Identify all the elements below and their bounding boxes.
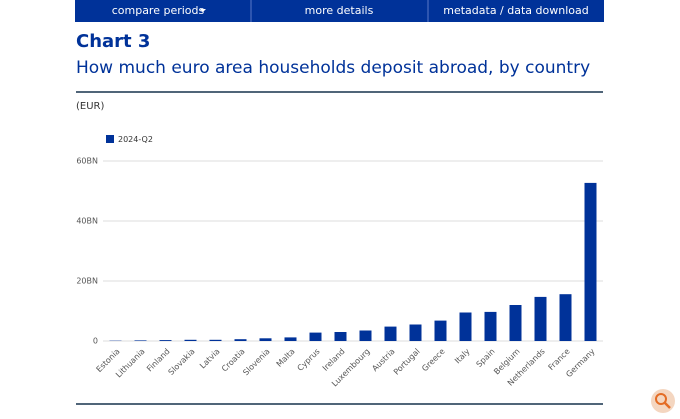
nav-tab[interactable]: metadata / data download bbox=[443, 4, 588, 17]
zoom-handle bbox=[664, 402, 671, 409]
x-tick-label: Malta bbox=[275, 347, 297, 369]
bar bbox=[284, 337, 297, 341]
nav-bar bbox=[75, 0, 604, 22]
bar bbox=[409, 324, 422, 341]
bar bbox=[559, 294, 572, 341]
x-tick-label: Spain bbox=[475, 347, 497, 369]
bar bbox=[484, 311, 497, 341]
y-tick-label: 20BN bbox=[76, 277, 98, 286]
y-tick-label: 40BN bbox=[76, 217, 98, 226]
bar bbox=[384, 326, 397, 341]
bar bbox=[209, 339, 222, 341]
x-tick-label: Cyprus bbox=[296, 347, 322, 373]
bar bbox=[234, 339, 247, 341]
legend-label[interactable]: 2024-Q2 bbox=[118, 135, 153, 144]
bar bbox=[309, 332, 322, 341]
bar bbox=[134, 340, 147, 341]
zoom-bg bbox=[651, 389, 675, 413]
bar bbox=[159, 340, 172, 341]
bar bbox=[334, 332, 347, 341]
y-axis-label: (EUR) bbox=[76, 101, 104, 112]
x-tick-label: Latvia bbox=[198, 347, 222, 371]
bar bbox=[534, 296, 547, 341]
bar bbox=[184, 339, 197, 341]
nav-tab[interactable]: compare periods bbox=[112, 4, 205, 17]
x-tick-label: Greece bbox=[420, 347, 447, 374]
chart-subtitle: How much euro area households deposit ab… bbox=[76, 58, 590, 78]
y-tick-label: 0 bbox=[93, 337, 98, 346]
legend-swatch bbox=[106, 135, 114, 143]
y-tick-label: 60BN bbox=[76, 157, 98, 166]
dropdown-caret bbox=[200, 9, 206, 12]
zoom-icon[interactable] bbox=[651, 389, 675, 413]
x-tick-label: Italy bbox=[453, 347, 472, 366]
bar bbox=[584, 182, 597, 341]
bar bbox=[459, 312, 472, 341]
bar bbox=[359, 330, 372, 341]
bar bbox=[434, 320, 447, 341]
nav-tab[interactable]: more details bbox=[305, 4, 374, 17]
x-tick-label: Slovenia bbox=[241, 347, 272, 378]
bar bbox=[259, 338, 272, 341]
x-tick-label: Portugal bbox=[392, 347, 422, 377]
chart-title: Chart 3 bbox=[76, 31, 150, 52]
zoom-lens bbox=[655, 393, 667, 405]
x-tick-label: Slovakia bbox=[167, 347, 197, 377]
bar bbox=[509, 305, 522, 341]
